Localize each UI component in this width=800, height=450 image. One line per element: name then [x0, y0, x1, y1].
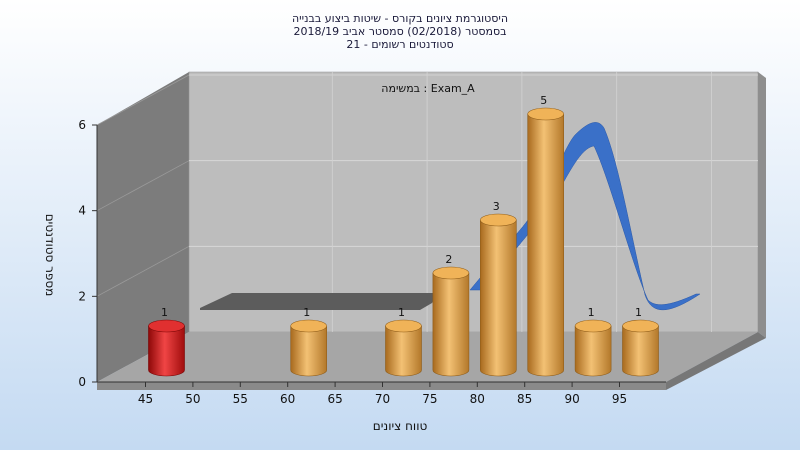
x-tick-label: 70: [375, 392, 390, 406]
bar: 1: [148, 306, 185, 377]
legend-label: במשימה : Exam_A: [381, 82, 475, 95]
y-axis-title: מספר סטודנטים: [43, 214, 57, 297]
bar-body: [574, 325, 612, 377]
x-tick-label: 55: [233, 392, 248, 406]
bar-top: [479, 213, 517, 227]
gray-ribbon: [200, 293, 438, 310]
bar-body: [480, 219, 517, 377]
y-tick-label: 4: [78, 204, 86, 218]
bar-value-label: 1: [588, 306, 595, 319]
bar-value-label: 1: [161, 306, 168, 319]
bar-top: [148, 319, 185, 333]
bar: 2: [432, 253, 470, 377]
bar-top: [385, 319, 422, 333]
bar-value-label: 5: [540, 94, 547, 107]
bar-top: [432, 266, 470, 280]
bar-value-label: 3: [493, 200, 500, 213]
bar: 1: [622, 306, 659, 377]
bar-body: [385, 325, 422, 377]
x-tick-label: 50: [185, 392, 200, 406]
bar-value-label: 1: [303, 306, 310, 319]
x-tick-label: 60: [280, 392, 295, 406]
back-wall-edge: [758, 72, 766, 338]
bar-body: [527, 113, 564, 377]
bar-value-label: 1: [635, 306, 642, 319]
x-axis-title: טווח ציונים: [373, 419, 428, 433]
bar-top: [574, 319, 612, 333]
x-tick-label: 75: [422, 392, 437, 406]
bar-top: [290, 319, 328, 333]
left-wall: [97, 72, 189, 382]
x-tick-label: 65: [327, 392, 342, 406]
y-tick-label: 6: [78, 118, 86, 132]
x-tick-label: 85: [517, 392, 532, 406]
x-tick-label: 80: [470, 392, 485, 406]
chart-title-line-1: היסטוגרמת ציונים בקורס - שיטות ביצוע בבנ…: [292, 12, 508, 25]
x-tick-label: 45: [138, 392, 153, 406]
bar-body: [622, 325, 659, 377]
chart-title-line-2: בסמסטר (02/2018) סמסטר אביב 2018/19: [293, 25, 506, 38]
gridlines: [96, 72, 758, 332]
bar-value-label: 2: [445, 253, 452, 266]
x-tick-label: 90: [564, 392, 579, 406]
floor-side-edge: [666, 332, 766, 390]
y-tick-label: 2: [78, 289, 86, 303]
bar: 1: [385, 306, 422, 377]
bar-top: [622, 319, 659, 333]
bar-body: [290, 325, 327, 377]
floor-front-edge: [97, 382, 666, 390]
y-tick-label: 0: [78, 375, 86, 389]
bar-body: [432, 272, 470, 377]
bar: 3: [479, 200, 517, 377]
distribution-curve: [469, 122, 701, 310]
floor: [97, 332, 758, 382]
bar-value-label: 1: [398, 306, 405, 319]
y-axis-ticks: 0 2 4 6: [78, 118, 97, 389]
bar: 1: [290, 306, 328, 377]
bars-layer: 1 1 1 2 3 5 1 1: [148, 94, 659, 377]
x-tick-label: 95: [612, 392, 627, 406]
bar: 5: [527, 94, 565, 377]
x-axis-ticks: 45 50 55 60 65 70 75 80 85 90 95: [138, 382, 627, 406]
bar: 1: [574, 306, 612, 377]
bar-body: [148, 325, 185, 377]
bar-top: [527, 107, 565, 121]
chart-title-line-3: סטודנטים רשומים - 21: [346, 38, 453, 51]
